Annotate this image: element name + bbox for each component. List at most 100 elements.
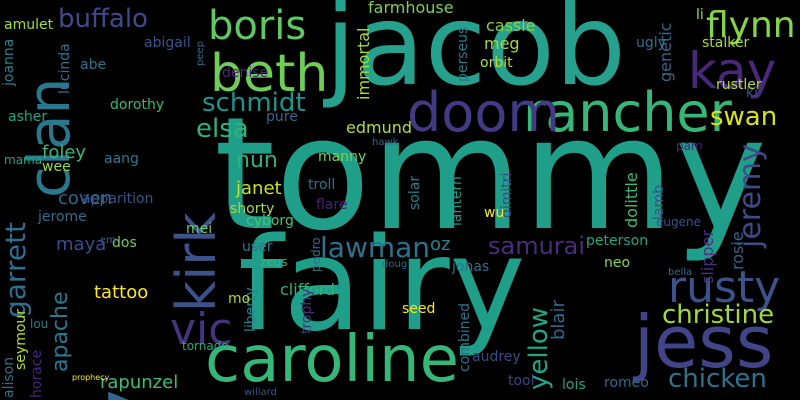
word-fairy: fairy bbox=[238, 211, 526, 360]
word-mei: mei bbox=[186, 221, 213, 237]
word-asher: asher bbox=[8, 109, 48, 125]
word-tattoo: tattoo bbox=[94, 282, 149, 303]
word-flynn: flynn bbox=[706, 5, 796, 46]
word-zeus: zeus bbox=[260, 255, 288, 269]
word-tommy: tommy bbox=[214, 83, 767, 265]
word-kay: kay bbox=[688, 42, 777, 100]
word-willard: willard bbox=[244, 387, 277, 398]
word-shorty: shorty bbox=[230, 201, 275, 217]
word-rancher: rancher bbox=[523, 81, 732, 144]
word-janet: janet bbox=[236, 178, 282, 199]
word-audrey: audrey bbox=[472, 349, 521, 365]
word-ugly: ugly bbox=[636, 35, 666, 51]
word-li: li bbox=[696, 7, 704, 23]
word-lawman: lawman bbox=[320, 231, 431, 264]
word-apparition: apparition bbox=[82, 191, 154, 207]
word-dos: dos bbox=[112, 235, 137, 251]
word-cyborg: cyborg bbox=[246, 213, 294, 229]
word-boris: boris bbox=[208, 3, 307, 49]
word-chicken: chicken bbox=[668, 364, 767, 394]
word-abe: abe bbox=[80, 57, 107, 73]
word-hawk: hawk bbox=[372, 137, 399, 148]
word-mama: mama bbox=[4, 153, 43, 167]
word-schmidt: schmidt bbox=[202, 88, 306, 118]
word-clifford: clifford bbox=[280, 280, 335, 299]
word-mo: mo bbox=[228, 291, 251, 307]
word-coven: coven bbox=[58, 188, 113, 209]
word-rosie: rosie bbox=[728, 231, 747, 270]
word-nun: nun bbox=[236, 148, 278, 173]
word-doom: doom bbox=[407, 81, 560, 144]
word-neo: neo bbox=[604, 255, 631, 271]
word-manny: manny bbox=[318, 149, 367, 165]
word-wee: wee bbox=[42, 159, 71, 175]
word-doug: doug bbox=[382, 259, 408, 270]
word-tornado: tornado bbox=[182, 339, 229, 353]
word-pure: pure bbox=[266, 109, 298, 125]
word-romeo: romeo bbox=[604, 375, 649, 391]
word-pedro: pedro bbox=[309, 237, 323, 272]
word-samurai: samurai bbox=[488, 232, 586, 260]
word-peterson: peterson bbox=[586, 233, 649, 249]
word-jacob: jacob bbox=[325, 0, 626, 111]
word-combined: combined bbox=[457, 302, 473, 372]
word-clan: clan bbox=[15, 77, 83, 198]
word-user: user bbox=[242, 239, 273, 255]
word-vic: vic bbox=[170, 304, 233, 355]
word-swan: swan bbox=[710, 102, 778, 132]
word-horace: horace bbox=[29, 349, 45, 398]
word-jerome: jerome bbox=[38, 209, 87, 225]
word-prophecy: prophecy bbox=[72, 373, 110, 382]
word-peep: peep bbox=[195, 41, 206, 66]
word-garrett: garrett bbox=[0, 221, 32, 318]
word-christine: christine bbox=[662, 300, 775, 330]
word-perseus: perseus bbox=[455, 26, 471, 82]
word-aang: aang bbox=[104, 151, 139, 167]
word-edmund: edmund bbox=[346, 118, 413, 137]
word-caroline: caroline bbox=[205, 323, 459, 397]
word-seed: seed bbox=[402, 301, 436, 317]
word-beth: beth bbox=[210, 44, 329, 104]
word-wu: wu bbox=[484, 205, 505, 221]
word-amulet: amulet bbox=[4, 17, 54, 33]
word-stalker: stalker bbox=[702, 35, 750, 51]
word-eugene: eugene bbox=[656, 215, 701, 229]
word-lou: lou bbox=[30, 317, 49, 331]
word-cassie: cassie bbox=[486, 16, 536, 35]
word-lucinda: lucinda bbox=[57, 43, 73, 94]
word-rapunzel: rapunzel bbox=[100, 372, 179, 393]
word-solar: solar bbox=[407, 175, 423, 210]
word-foley: foley bbox=[42, 142, 87, 163]
word-lois: lois bbox=[562, 377, 586, 393]
word-pam: pam bbox=[676, 139, 703, 153]
word-buffalo: buffalo bbox=[58, 4, 148, 34]
word-flare: flare bbox=[316, 197, 348, 213]
word-jess: jess bbox=[634, 300, 774, 384]
word-joanna: joanna bbox=[1, 38, 17, 86]
word-lantern: lantern bbox=[449, 176, 465, 226]
word-tool: tool bbox=[508, 373, 535, 389]
word-ki: ki bbox=[746, 85, 758, 101]
word-blair: blair bbox=[548, 300, 569, 340]
word-denise: denise bbox=[222, 65, 269, 81]
word-maya: maya bbox=[56, 234, 107, 255]
word-apache: apache bbox=[48, 291, 73, 372]
word-bella: bella bbox=[668, 267, 693, 278]
word-troll: troll bbox=[308, 177, 336, 193]
word-abigail: abigail bbox=[144, 35, 191, 51]
word-dolittle: dolittle bbox=[622, 172, 641, 228]
word-farmhouse: farmhouse bbox=[368, 0, 454, 17]
word-oz: oz bbox=[430, 234, 451, 255]
word-elsa: elsa bbox=[196, 114, 249, 144]
word-immortal: immortal bbox=[354, 27, 373, 100]
word-alison: alison bbox=[1, 356, 17, 398]
word-genetic: genetic bbox=[656, 22, 675, 83]
word-dorothy: dorothy bbox=[110, 97, 165, 113]
word-orbit: orbit bbox=[480, 55, 513, 71]
word-rustler: rustler bbox=[716, 77, 762, 93]
word-trophy: trophy bbox=[299, 288, 315, 334]
word-em: em bbox=[100, 235, 116, 246]
word-rusty: rusty bbox=[668, 262, 781, 313]
word-slipper: slipper bbox=[698, 230, 717, 284]
